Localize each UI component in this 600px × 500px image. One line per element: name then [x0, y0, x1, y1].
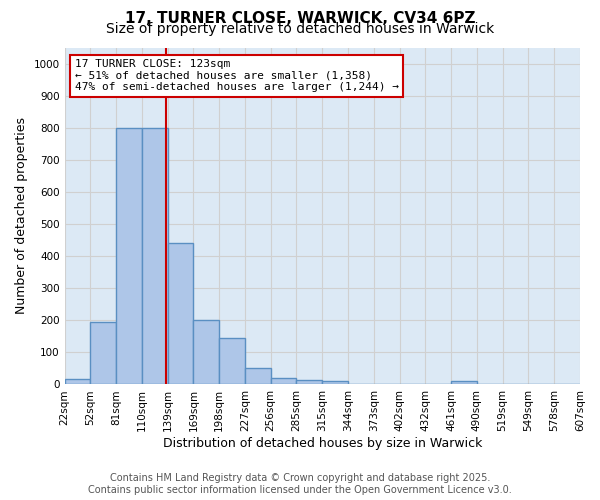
- Bar: [65, 378, 91, 384]
- Bar: [245, 368, 271, 384]
- Y-axis label: Number of detached properties: Number of detached properties: [15, 118, 28, 314]
- Text: 17 TURNER CLOSE: 123sqm
← 51% of detached houses are smaller (1,358)
47% of semi: 17 TURNER CLOSE: 123sqm ← 51% of detache…: [75, 60, 399, 92]
- Bar: [142, 128, 167, 384]
- Bar: [167, 244, 193, 384]
- Text: Size of property relative to detached houses in Warwick: Size of property relative to detached ho…: [106, 22, 494, 36]
- Bar: [296, 380, 322, 384]
- Bar: [116, 128, 142, 384]
- Bar: [451, 381, 477, 384]
- Text: Contains HM Land Registry data © Crown copyright and database right 2025.
Contai: Contains HM Land Registry data © Crown c…: [88, 474, 512, 495]
- Bar: [193, 320, 219, 384]
- Bar: [271, 378, 296, 384]
- Bar: [322, 381, 348, 384]
- Text: 17, TURNER CLOSE, WARWICK, CV34 6PZ: 17, TURNER CLOSE, WARWICK, CV34 6PZ: [125, 11, 475, 26]
- Bar: [91, 322, 116, 384]
- Bar: [219, 338, 245, 384]
- X-axis label: Distribution of detached houses by size in Warwick: Distribution of detached houses by size …: [163, 437, 482, 450]
